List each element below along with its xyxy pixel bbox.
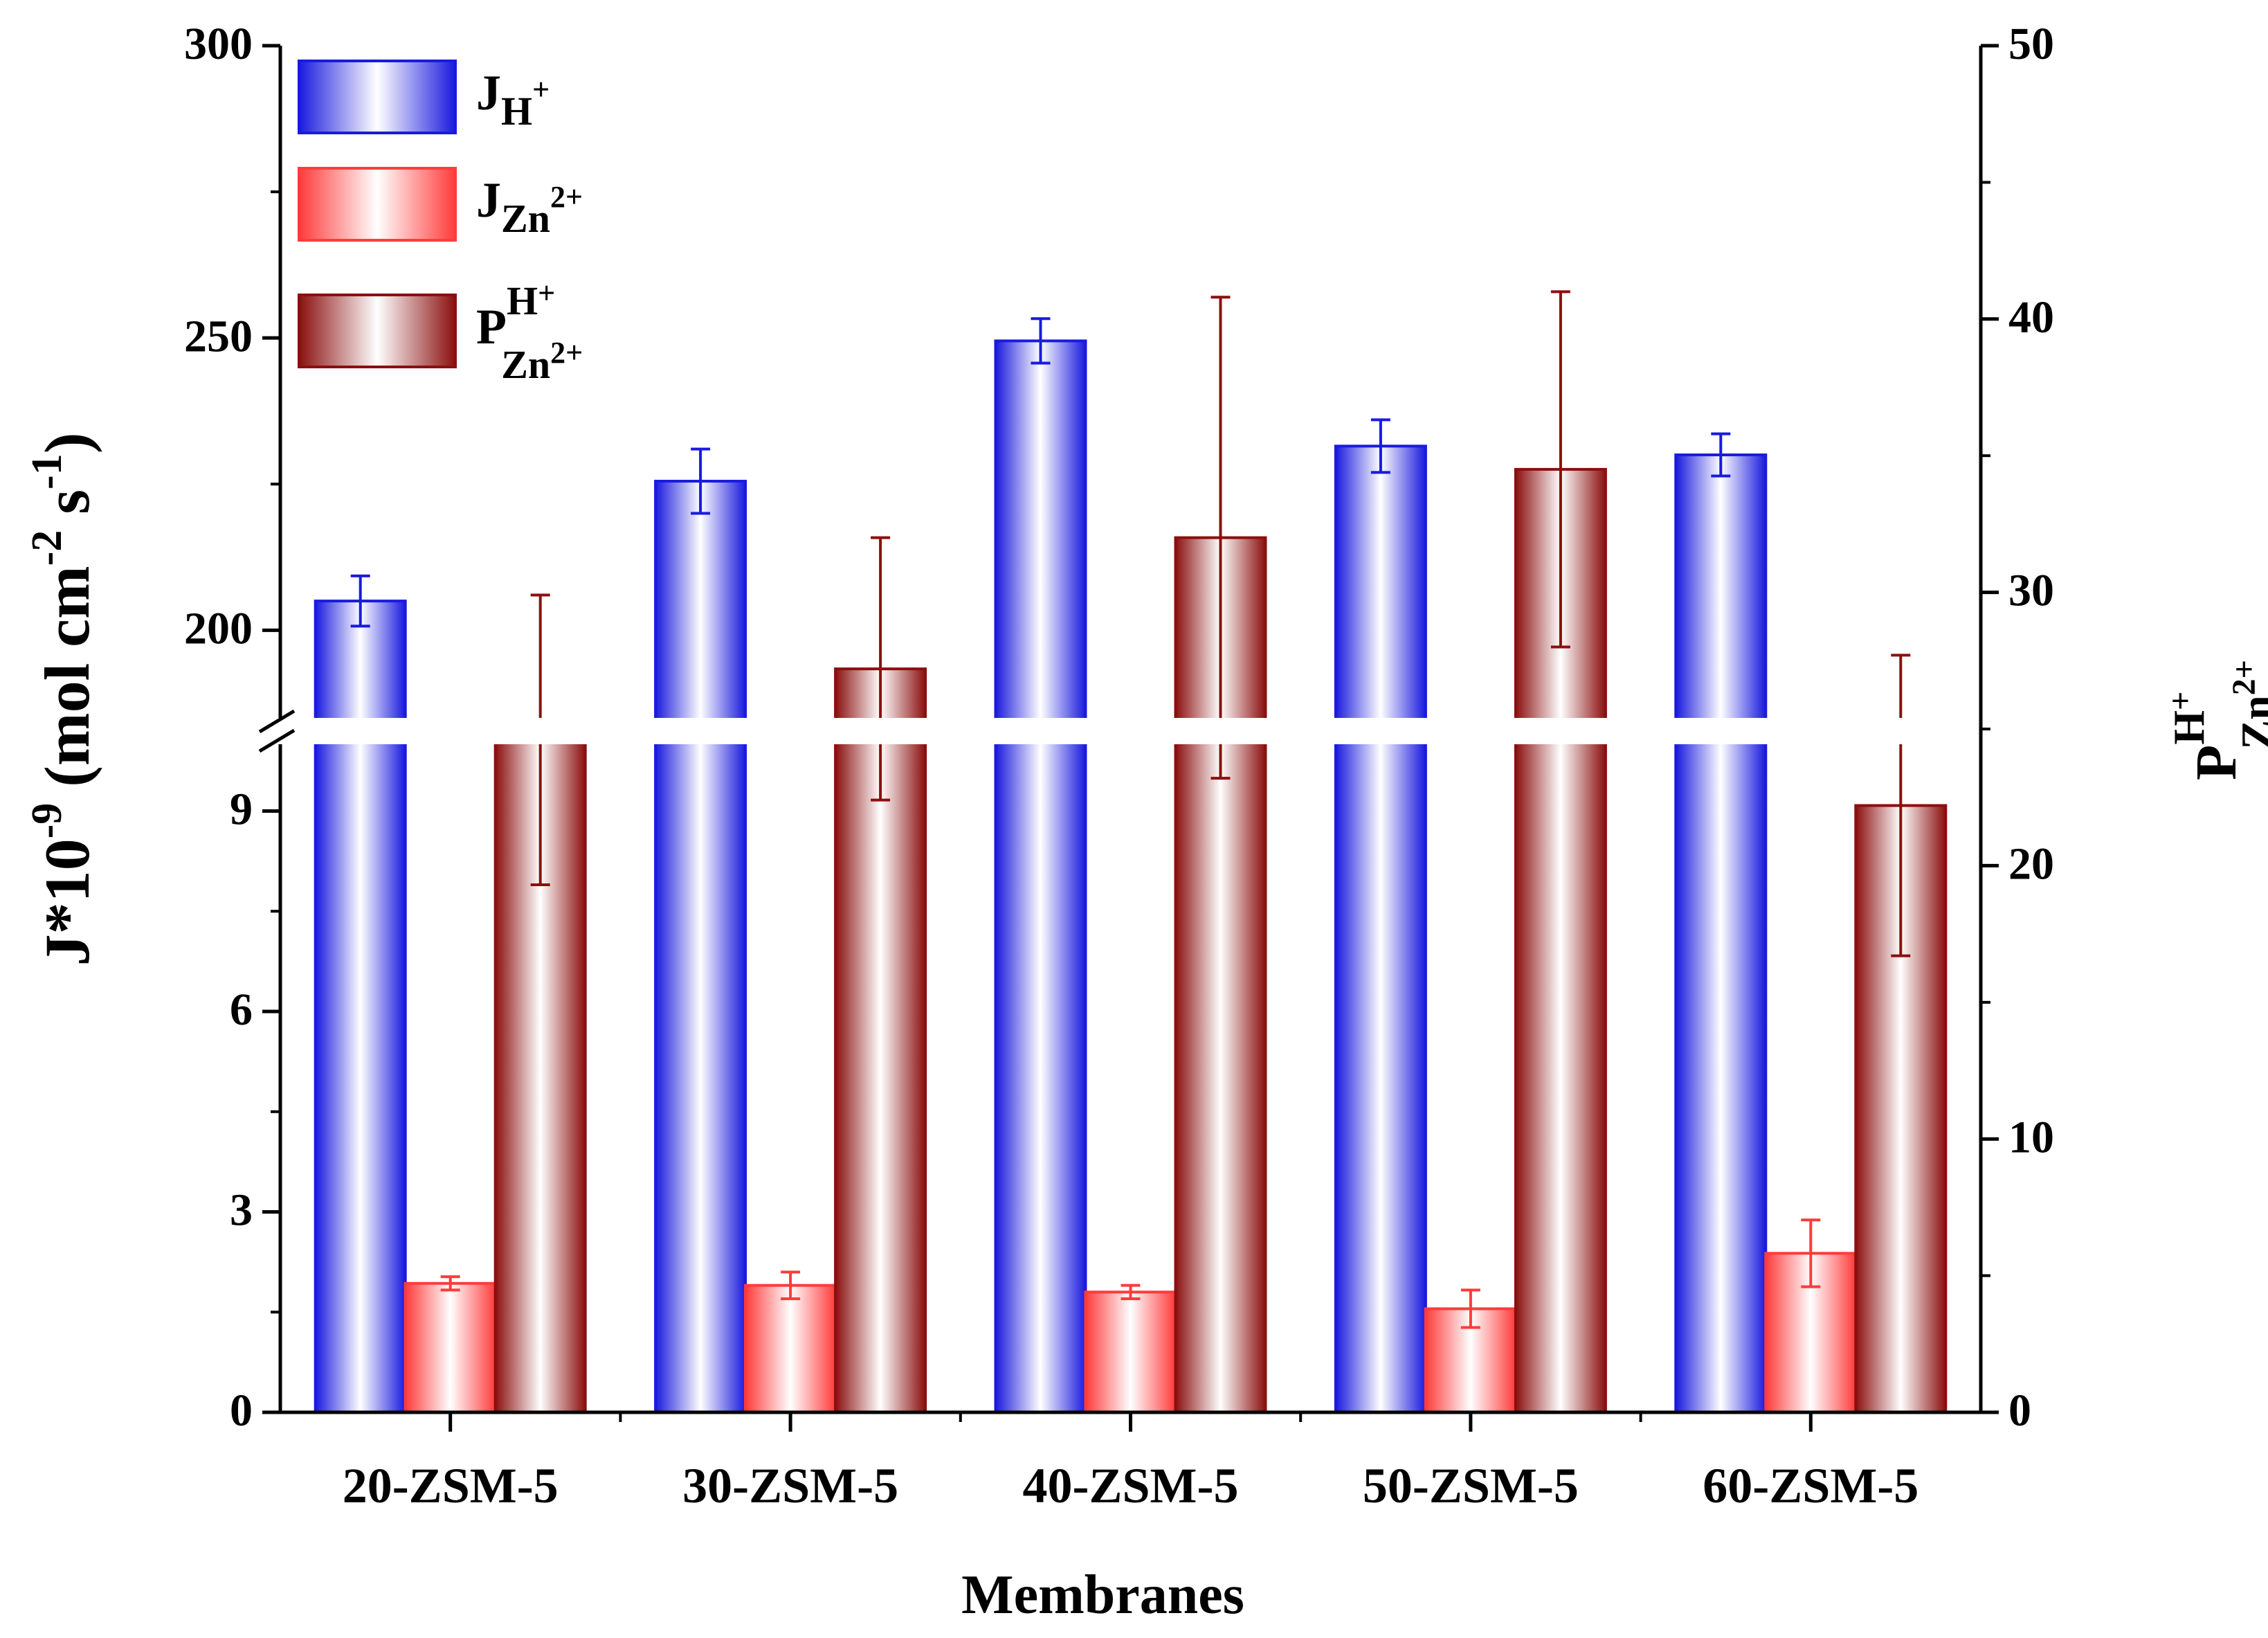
axis-titles: Membranes J*10-9 (mol cm-2 s-1) PH+ Zn2+	[24, 433, 2268, 1626]
error-bar-J_Zn2+-60-ZSM-5	[1801, 1218, 1821, 1288]
x-tick-label: 60-ZSM-5	[1703, 1458, 1918, 1513]
left-tick-label: 200	[184, 603, 253, 654]
legend-label-J_Zn2+: JZn2+	[476, 172, 583, 241]
bar-J_H+-50-ZSM-5	[1334, 444, 1427, 1414]
left-tick-label: 300	[184, 19, 253, 69]
right-tick-label: 40	[2008, 292, 2054, 343]
left-axis-title: J*10-9 (mol cm-2 s-1)	[24, 433, 102, 966]
error-bar-J_H+-50-ZSM-5	[1370, 418, 1390, 474]
bar-J_Zn2+-30-ZSM-5	[744, 1284, 837, 1414]
ticks-layer: 0 3 6 9 200 250 300 0 10 20 30 40 50 20-ZSM-5 30-ZSM-5…	[184, 19, 2054, 1513]
x-axis-title: Membranes	[961, 1565, 1244, 1626]
right-axis-title: PH+ Zn2+	[2162, 660, 2268, 780]
error-bar-J_Zn2+-30-ZSM-5	[781, 1270, 801, 1300]
error-bar-P_Zn2+^H+-30-ZSM-5	[871, 536, 891, 802]
legend-swatch-J_Zn2+	[298, 167, 457, 242]
error-bar-J_H+-30-ZSM-5	[691, 447, 711, 515]
right-tick-label: 30	[2008, 566, 2054, 616]
bar-J_H+-40-ZSM-5	[994, 339, 1087, 1414]
legend-swatch-P_Zn2+^H+	[298, 294, 457, 368]
left-tick-label: 9	[230, 784, 253, 835]
legend-label-J_H+: JH+	[476, 65, 550, 134]
x-tick-label: 50-ZSM-5	[1363, 1458, 1579, 1513]
right-tick-label: 10	[2008, 1112, 2054, 1162]
legend-swatch-J_H+	[298, 60, 457, 134]
error-bar-J_H+-60-ZSM-5	[1711, 432, 1731, 478]
error-bar-J_H+-20-ZSM-5	[350, 574, 370, 628]
error-bar-J_H+-40-ZSM-5	[1031, 317, 1051, 365]
right-tick-label: 20	[2008, 839, 2054, 890]
axis-break	[253, 709, 1995, 753]
error-bar-P_Zn2+^H+-50-ZSM-5	[1550, 290, 1570, 649]
bar-J_H+-60-ZSM-5	[1674, 453, 1768, 1414]
bar-J_Zn2+-20-ZSM-5	[403, 1281, 497, 1414]
break-mark-upper	[258, 709, 296, 734]
x-tick-label: 20-ZSM-5	[343, 1458, 559, 1513]
bar-J_H+-30-ZSM-5	[654, 480, 747, 1414]
left-tick-label: 250	[184, 311, 253, 361]
break-gap	[253, 718, 1995, 744]
error-bar-J_Zn2+-50-ZSM-5	[1460, 1288, 1480, 1329]
error-bar-J_Zn2+-40-ZSM-5	[1121, 1284, 1141, 1300]
left-tick-label: 0	[230, 1385, 253, 1436]
right-tick-label: 0	[2008, 1385, 2031, 1436]
error-bar-J_Zn2+-20-ZSM-5	[440, 1275, 460, 1292]
x-tick-label: 30-ZSM-5	[682, 1458, 898, 1513]
left-tick-label: 6	[230, 984, 253, 1035]
break-mark-lower	[258, 728, 296, 753]
x-tick-label: 40-ZSM-5	[1023, 1458, 1239, 1513]
right-tick-label: 50	[2008, 19, 2054, 69]
left-tick-label: 3	[230, 1185, 253, 1236]
bars-layer	[314, 290, 1948, 1414]
legend: JH+ JZn2+ PH+ Zn2+	[298, 60, 583, 387]
error-bar-P_Zn2+^H+-60-ZSM-5	[1891, 654, 1911, 957]
bar-J_Zn2+-40-ZSM-5	[1084, 1290, 1177, 1414]
error-bar-P_Zn2+^H+-40-ZSM-5	[1210, 296, 1231, 780]
legend-label-P_Zn2+^H+: PH+ Zn2+	[476, 276, 583, 387]
